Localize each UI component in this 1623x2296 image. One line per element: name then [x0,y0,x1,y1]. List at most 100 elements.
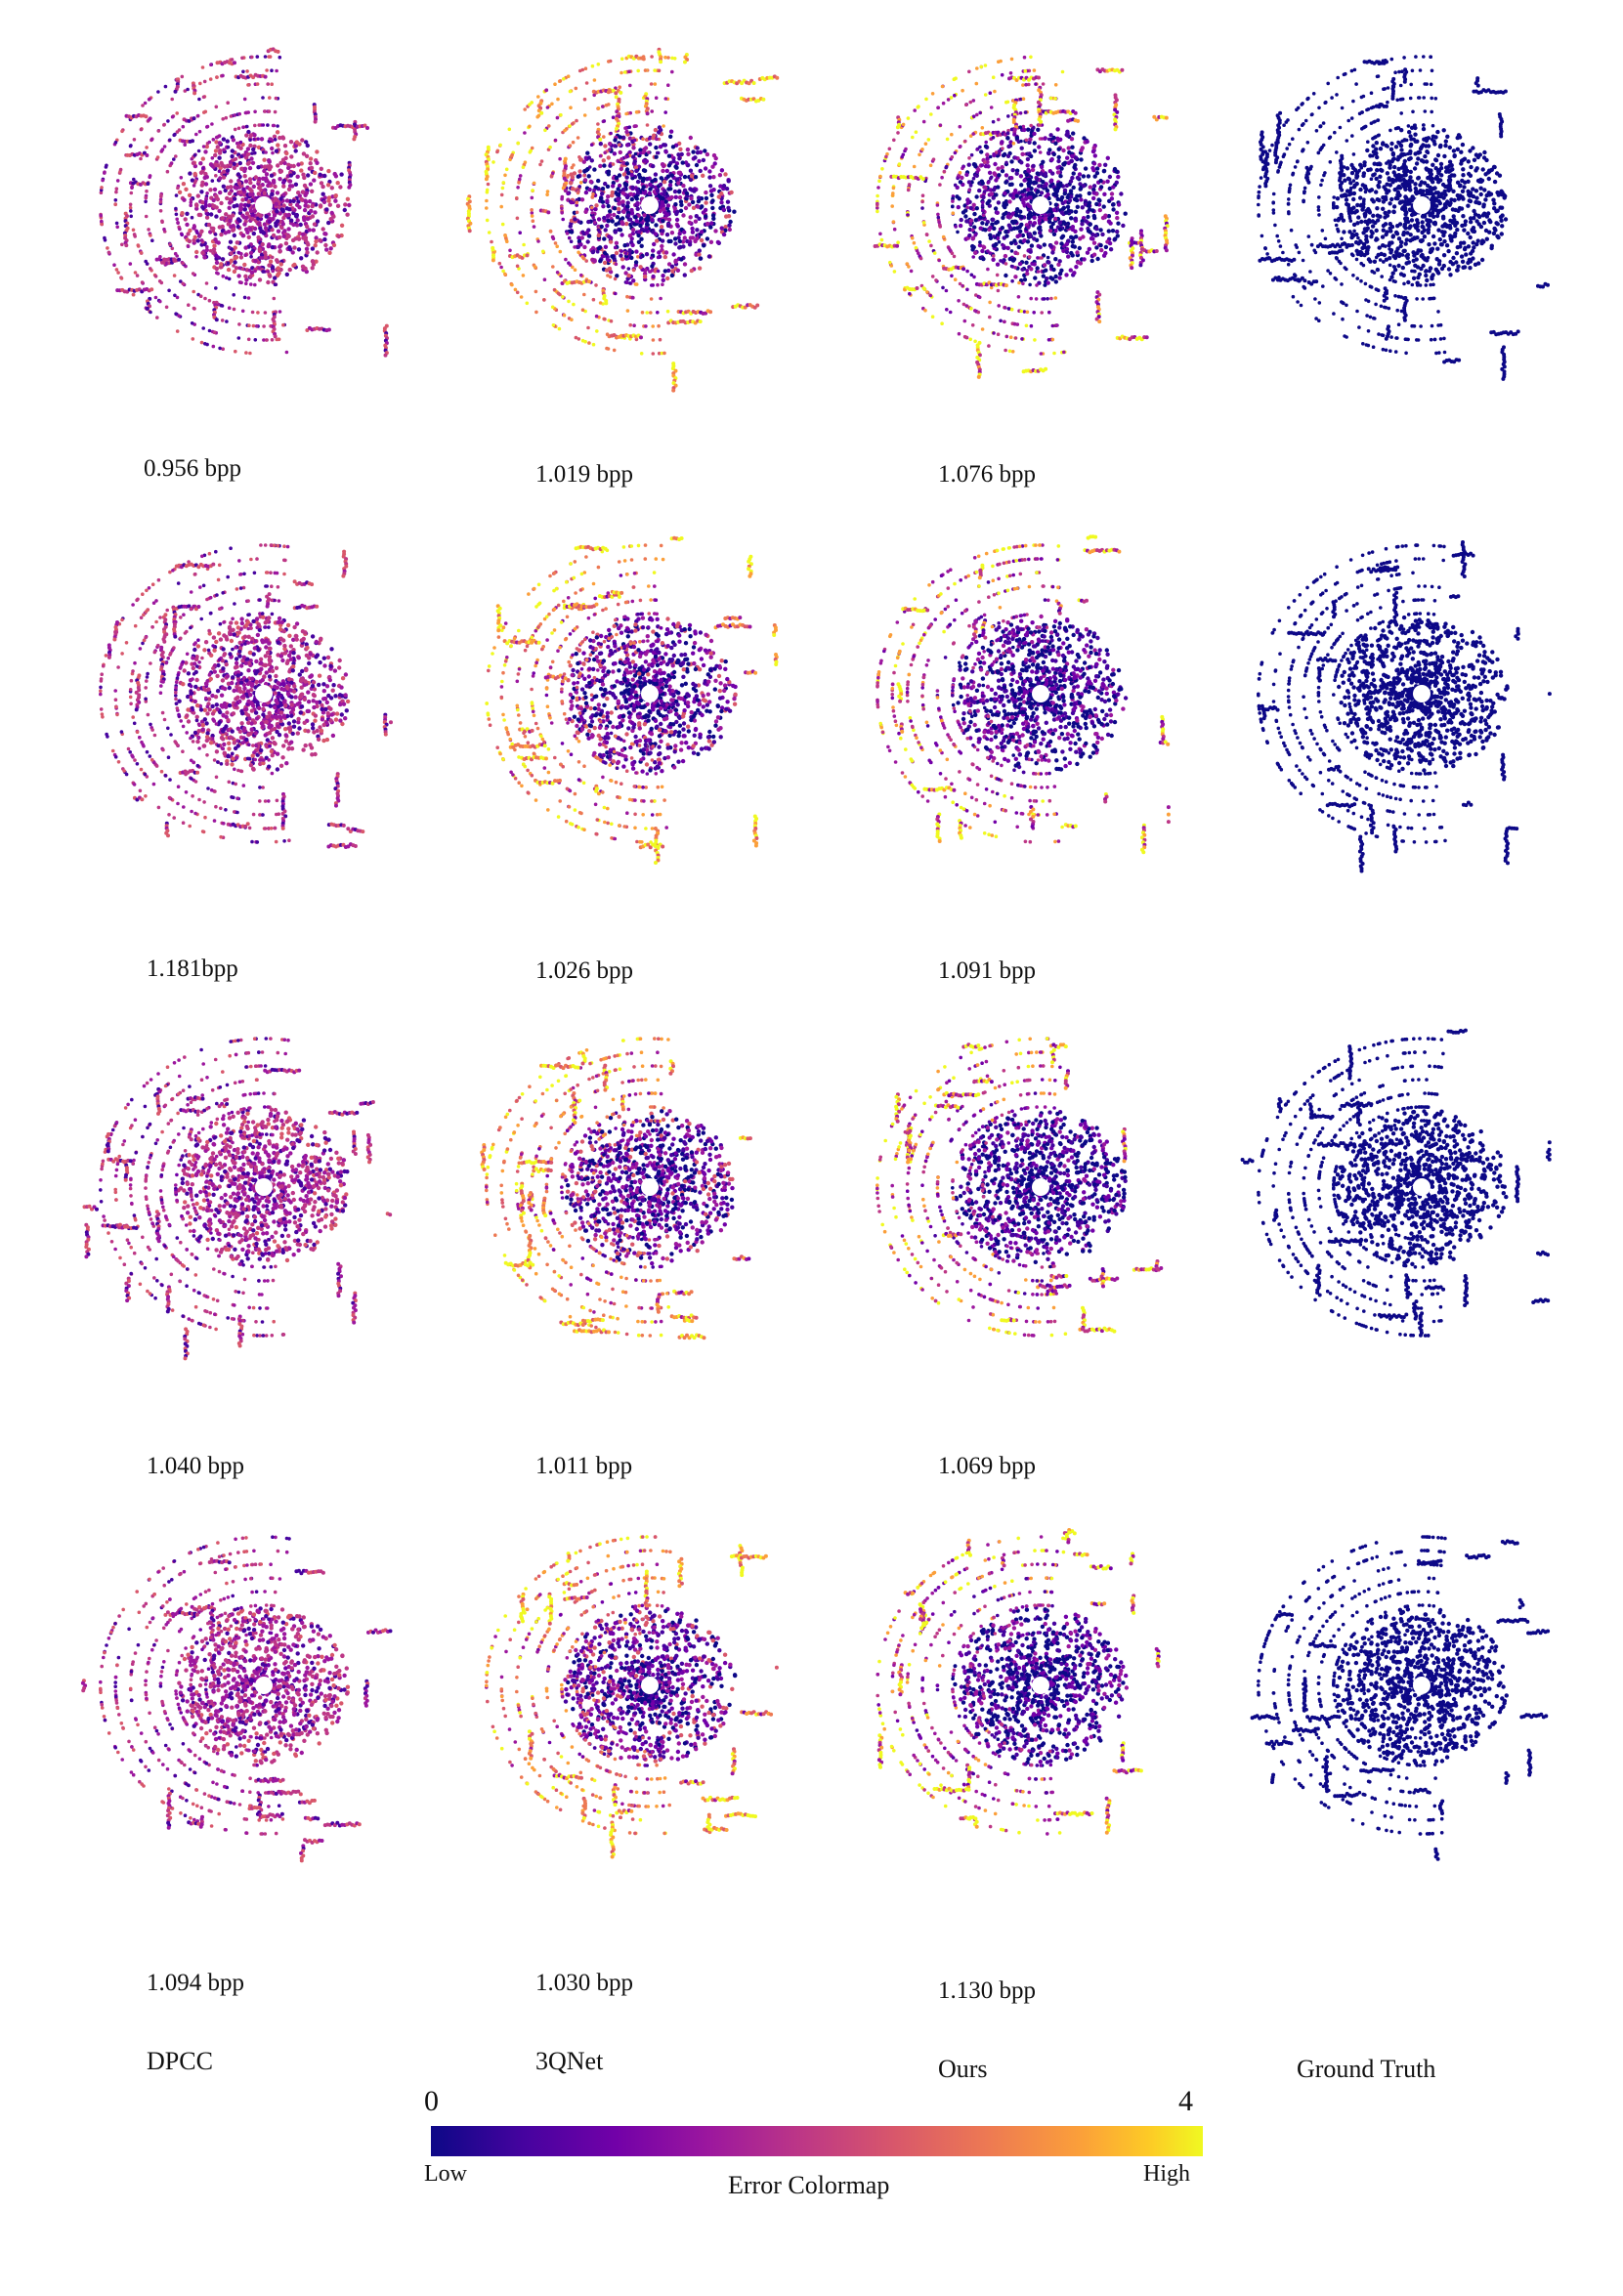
point-cloud-dot-803 [666,187,671,191]
point-cloud-dot-859 [206,222,212,228]
point-cloud-dot-1044 [560,194,565,199]
point-cloud-dot-1172 [651,324,655,328]
point-cloud-dot-1386 [244,351,248,355]
point-cloud-dot-977 [595,249,600,254]
point-cloud-dot-870 [727,223,732,228]
point-cloud-dot-993 [647,137,652,141]
point-cloud-dot-735 [660,243,664,249]
point-cloud-dot-991 [968,184,973,188]
point-cloud-dot-650 [614,240,619,245]
point-cloud-dot-1080 [545,192,549,196]
point-cloud-dot-745 [208,188,213,192]
point-cloud-dot-590 [680,239,686,244]
point-cloud-dot-882 [294,140,299,145]
point-cloud-dot-1071 [968,134,973,138]
point-cloud-dot-1047 [244,281,248,286]
point-cloud-dot-181 [673,241,678,246]
point-cloud-dot-1318 [591,342,596,347]
point-cloud-dot-1120 [591,297,596,302]
point-cloud-dot-952 [266,270,271,274]
point-cloud-dot-884 [693,155,698,160]
point-cloud-dot-1168 [207,298,212,303]
point-cloud-dot-1347 [221,347,225,352]
point-cloud-dot-1375 [485,190,490,194]
point-cloud-dot-103 [690,226,695,232]
point-cloud-dot-817 [638,148,643,152]
point-cloud-dot-843 [973,250,978,255]
point-cloud-dot-1159 [242,97,247,102]
point-cloud-dot-1248 [1021,83,1025,87]
point-cloud-dot-876 [661,219,665,224]
point-cloud-dot-630 [992,171,997,176]
point-cloud-dot-502 [1014,193,1019,198]
point-cloud-dot-699 [259,252,265,257]
point-cloud-dot-1402 [913,108,917,112]
point-cloud-dot-890 [1048,225,1054,230]
point-cloud-dot-463 [216,240,221,245]
point-cloud-dot-503 [304,246,310,251]
point-cloud-dot-193 [703,149,707,153]
point-cloud-dot-504 [618,135,622,140]
point-cloud-dot-1114 [168,242,172,246]
point-cloud-dot-217 [263,226,269,231]
point-cloud-dot-182 [333,198,338,203]
point-cloud-dot-734 [1039,164,1045,170]
point-cloud-dot-63 [661,168,665,174]
point-cloud-dot-1033 [577,155,581,159]
point-cloud-dot-1095 [614,291,618,296]
point-cloud-dot-53 [219,200,224,206]
point-cloud-dot-958 [271,269,275,274]
point-cloud-dot-1229 [521,165,526,169]
point-cloud-dot-1144 [596,106,601,110]
point-cloud-dot-35 [619,257,625,262]
point-cloud-dot-749 [200,180,205,185]
point-cloud-dot-123 [701,157,706,163]
point-cloud-dot-1375 [879,237,884,242]
point-cloud-dot-1350 [672,57,677,61]
point-cloud-dot-490 [619,166,623,172]
point-cloud-dot-1612 [704,311,708,316]
point-cloud-dot-144 [623,271,628,276]
point-cloud-dot-821 [304,191,309,195]
point-cloud-dot-174 [993,161,998,167]
point-cloud-dot-566 [1059,241,1064,246]
point-cloud-dot-1344 [921,286,926,290]
point-cloud-dot-1123 [229,114,234,118]
point-cloud-dot-784 [683,160,689,165]
point-cloud-dot-486 [262,164,268,170]
point-cloud-dot-414 [630,154,636,159]
point-cloud-dot-1219 [580,308,585,313]
point-cloud-dot-887 [214,193,219,199]
point-cloud-dot-886 [968,205,973,211]
point-cloud-dot-868 [219,262,224,267]
point-cloud-dot-1310 [501,181,506,185]
point-cloud-dot-806 [1108,247,1114,252]
point-cloud-dot-1256 [906,213,910,217]
point-cloud-dot-1023 [1043,283,1047,287]
point-cloud-dot-740 [227,191,233,196]
point-cloud-dot-1159 [645,311,649,315]
point-cloud-dot-1504 [192,116,196,121]
point-cloud-dot-1462 [146,182,150,186]
point-cloud-dot-785 [262,191,267,195]
point-cloud-dot-889 [1041,159,1046,164]
point-cloud-dot-1484 [191,139,194,144]
point-cloud-dot-746 [301,215,307,220]
point-cloud-dot-939 [623,251,628,255]
point-cloud-dot-1502 [611,88,616,93]
point-cloud-dot-183 [669,194,674,200]
point-cloud-dot-887 [634,168,639,174]
point-cloud-dot-565 [602,250,608,256]
point-cloud-dot-837 [630,185,635,190]
point-cloud-dot-851 [597,245,603,250]
point-cloud-dot-944 [625,154,630,158]
point-cloud-dot-845 [347,202,352,208]
point-cloud-dot-818 [662,143,666,148]
point-cloud-dot-869 [670,269,675,274]
point-cloud-dot-877 [1000,226,1004,231]
point-cloud-dot-1072 [170,246,175,251]
point-cloud-dot-1001 [973,233,977,237]
point-cloud-dot-613 [1004,273,1008,278]
point-cloud-dot-673 [331,242,337,248]
point-cloud-dot-36 [1056,262,1061,267]
